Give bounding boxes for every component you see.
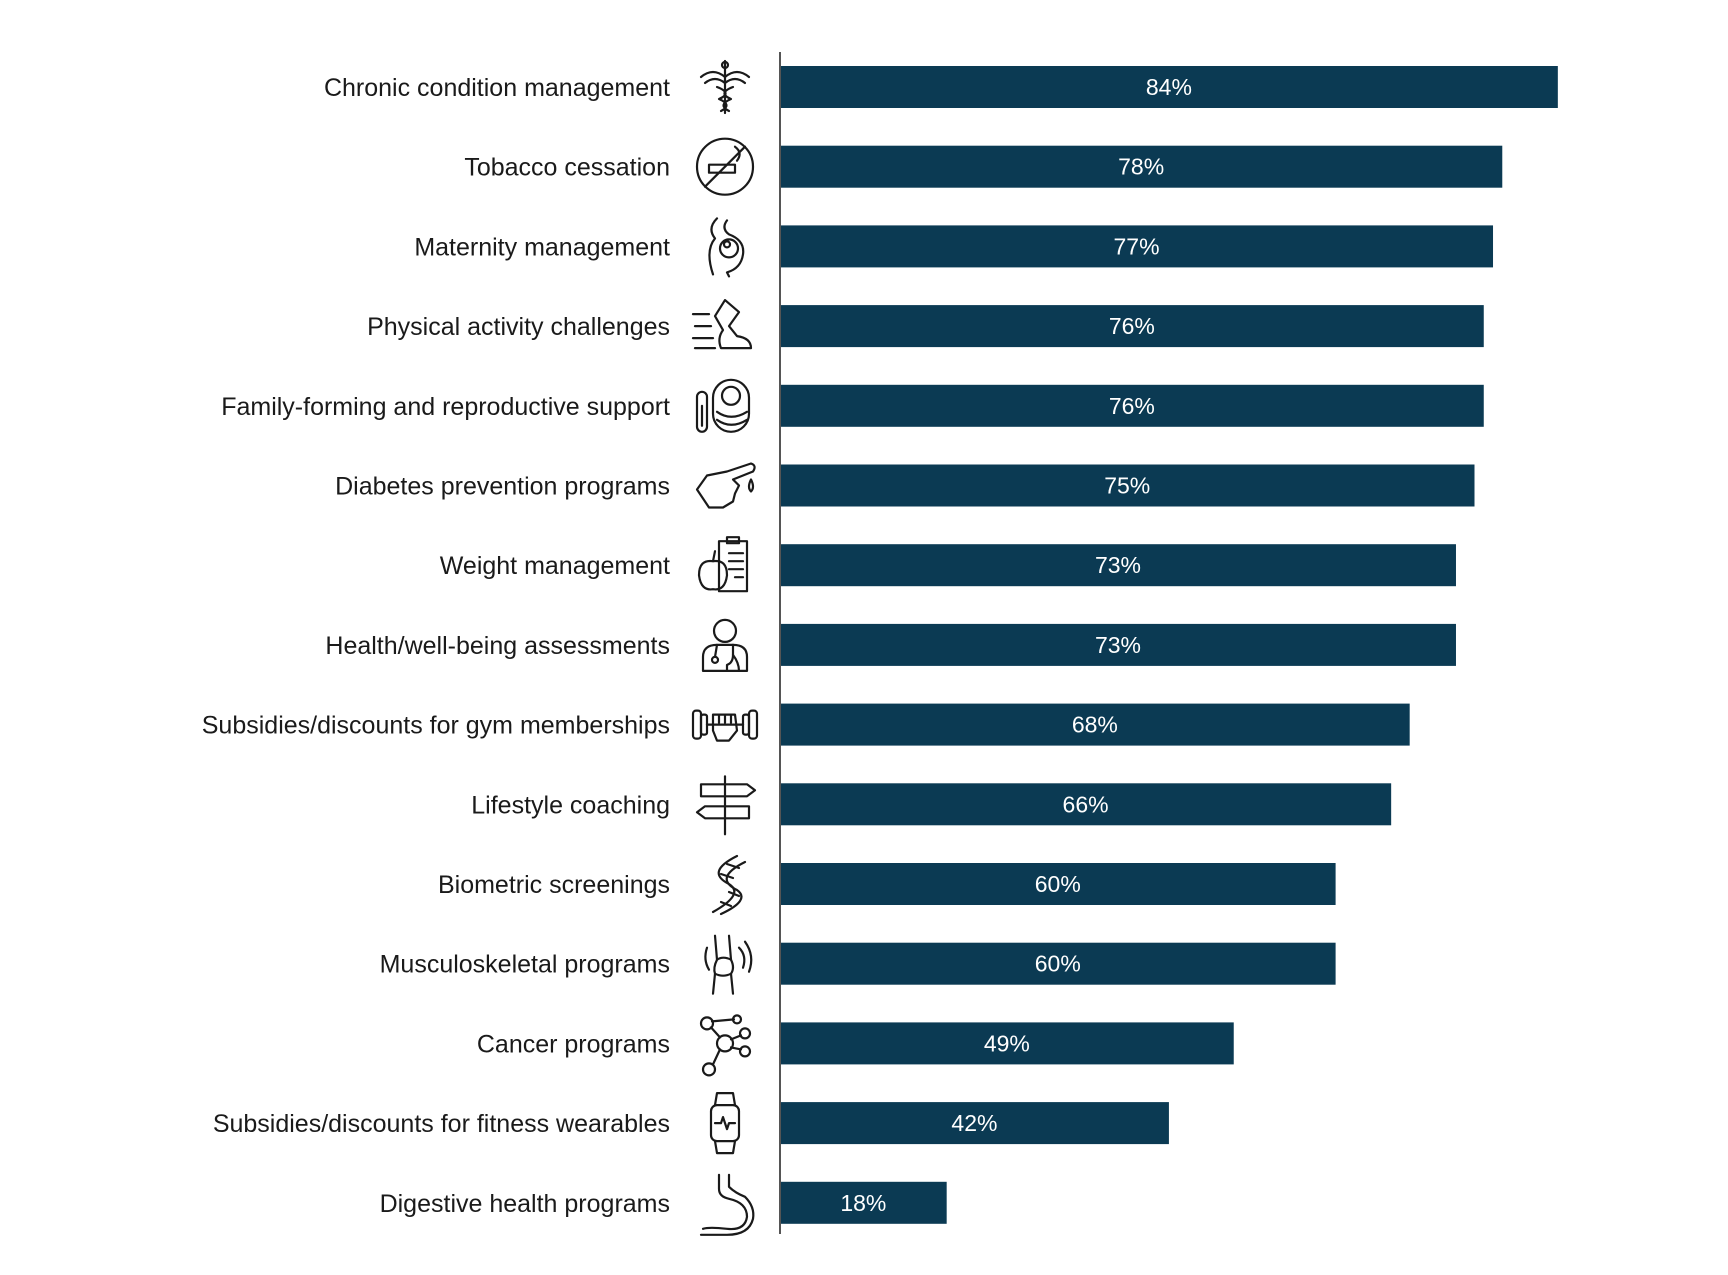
bar-value-label: 60%: [1035, 871, 1081, 897]
bar: [780, 1022, 1234, 1065]
bar-value-label: 49%: [984, 1030, 1030, 1056]
bar-value-label: 84%: [1146, 74, 1192, 100]
fertility-lab-icon: [695, 378, 751, 433]
bar-value-label: 42%: [951, 1110, 997, 1136]
bar-value-label: 73%: [1095, 552, 1141, 578]
bars-group: 84% 78% 77% 76% 76% 75% 73% 73% 68% 66% 60% 60% 49% 4…: [780, 66, 1558, 1224]
signpost-icon: [695, 775, 757, 836]
bar: [780, 623, 1456, 666]
smartwatch-icon: [709, 1091, 741, 1155]
bar-value-label: 66%: [1063, 791, 1109, 817]
category-label: Biometric screenings: [438, 871, 670, 899]
no-smoking-icon: [695, 137, 755, 196]
running-shoe-icon: [691, 299, 753, 350]
knee-joint-icon: [704, 934, 753, 995]
category-label: Digestive health programs: [380, 1190, 670, 1218]
bar: [780, 544, 1456, 587]
category-label: Cancer programs: [477, 1030, 670, 1058]
category-label: Weight management: [440, 552, 670, 580]
category-label: Diabetes prevention programs: [335, 473, 670, 501]
category-label: Musculoskeletal programs: [380, 951, 670, 979]
bar: [780, 305, 1484, 348]
dna-icon: [711, 854, 747, 916]
bar: [780, 1181, 947, 1224]
molecule-icon: [699, 1014, 752, 1077]
bar: [780, 783, 1392, 826]
category-label: Physical activity challenges: [367, 313, 670, 341]
category-label: Chronic condition management: [324, 74, 670, 102]
bar-value-label: 68%: [1072, 712, 1118, 738]
bar: [780, 863, 1336, 905]
bar: [780, 1102, 1169, 1145]
bar: [780, 66, 1558, 108]
stomach-icon: [699, 1173, 755, 1236]
pregnancy-icon: [708, 217, 745, 278]
bar-value-label: 73%: [1095, 632, 1141, 658]
category-label: Lifestyle coaching: [471, 791, 670, 819]
bar: [780, 384, 1484, 427]
bar-value-label: 60%: [1035, 951, 1081, 977]
bar: [780, 145, 1503, 188]
bar: [780, 703, 1410, 746]
category-label: Subsidies/discounts for fitness wearable…: [213, 1110, 670, 1138]
bar: [780, 225, 1494, 268]
bar: [780, 942, 1336, 985]
category-labels-group: Chronic condition management Tobacco cess…: [202, 74, 670, 1218]
bar-value-label: 75%: [1104, 473, 1150, 499]
category-label: Health/well-being assessments: [325, 632, 670, 660]
doctor-stethoscope-icon: [701, 618, 749, 673]
apple-clipboard-icon: [697, 536, 749, 593]
bar-value-label: 78%: [1118, 154, 1164, 180]
bar-value-label: 77%: [1113, 233, 1159, 259]
bar-value-label: 18%: [840, 1190, 886, 1216]
category-label: Tobacco cessation: [464, 154, 670, 182]
category-label: Maternity management: [414, 233, 670, 261]
bar: [780, 464, 1475, 507]
caduceus-icon: [699, 59, 751, 115]
category-label: Subsidies/discounts for gym memberships: [202, 712, 670, 740]
bar-value-label: 76%: [1109, 313, 1155, 339]
dumbbell-fist-icon: [691, 709, 759, 742]
finger-blood-drop-icon: [695, 462, 756, 509]
category-label: Family-forming and reproductive support: [221, 393, 670, 421]
icons-group: [691, 59, 759, 1236]
bar-value-label: 76%: [1109, 393, 1155, 419]
